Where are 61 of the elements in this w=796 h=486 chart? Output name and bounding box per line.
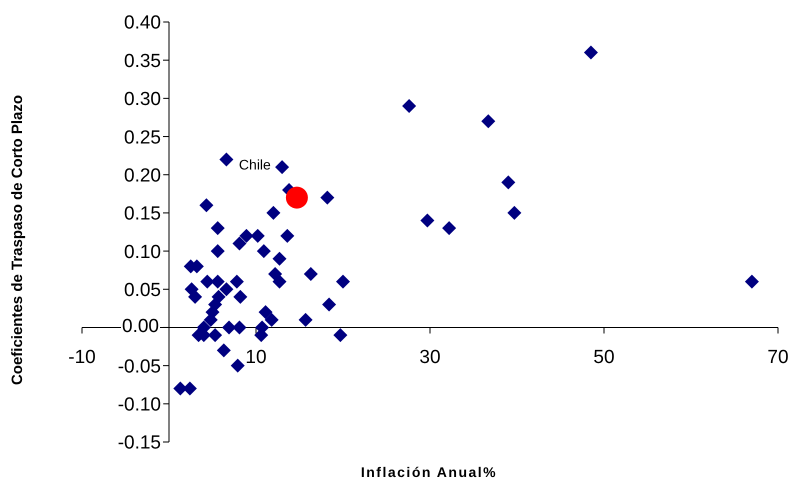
y-tick-label: 0.20 xyxy=(124,165,161,186)
point xyxy=(250,228,265,243)
point xyxy=(501,175,516,190)
point xyxy=(216,343,231,358)
point xyxy=(208,328,222,342)
point xyxy=(280,228,294,243)
y-tick-label: 0.15 xyxy=(124,204,161,225)
annotation: Chile xyxy=(238,156,272,173)
y-tick-label: -0.15 xyxy=(118,432,161,454)
point xyxy=(336,274,350,289)
point xyxy=(286,186,308,209)
point xyxy=(230,358,245,373)
point xyxy=(304,267,318,281)
point xyxy=(266,206,280,220)
point xyxy=(420,214,434,228)
x-tick-label: -10 xyxy=(68,346,96,368)
point xyxy=(333,328,348,342)
point xyxy=(322,298,336,312)
y-tick-label: 0.25 xyxy=(124,127,161,148)
y-axis-title: Coeficientes de Traspaso de Corto Plazo xyxy=(8,94,27,388)
x-tick-label: 50 xyxy=(593,346,615,368)
point xyxy=(230,274,244,289)
y-tick-label: 0.00 xyxy=(121,316,160,338)
point xyxy=(584,46,598,60)
y-tick-label: 0.10 xyxy=(124,242,161,263)
point xyxy=(222,320,236,334)
point xyxy=(264,312,279,327)
point xyxy=(232,236,246,250)
x-tick-label: 70 xyxy=(767,346,789,368)
point xyxy=(199,198,214,212)
point xyxy=(298,312,313,327)
point xyxy=(232,320,246,334)
point xyxy=(272,252,286,266)
point xyxy=(219,282,234,296)
y-tick-label: 0.35 xyxy=(124,50,161,72)
point xyxy=(239,228,254,243)
point xyxy=(210,274,225,289)
x-axis-title: Inflación Anual% xyxy=(360,464,498,480)
point xyxy=(442,221,456,236)
point xyxy=(481,114,496,128)
x-tick-label: 10 xyxy=(245,346,267,368)
point xyxy=(233,290,248,304)
point xyxy=(219,152,234,166)
point xyxy=(744,274,759,289)
y-tick-label: -0.10 xyxy=(118,394,161,416)
point xyxy=(200,274,214,289)
y-tick-label: 0.05 xyxy=(124,280,161,302)
point xyxy=(258,305,273,320)
point xyxy=(275,160,290,174)
point xyxy=(507,206,522,220)
point xyxy=(402,99,416,113)
point xyxy=(210,221,225,236)
point xyxy=(188,290,202,304)
point xyxy=(320,190,334,205)
point xyxy=(210,244,225,258)
point xyxy=(256,244,271,258)
x-tick-label: 30 xyxy=(419,346,441,368)
y-tick-label: 0.30 xyxy=(124,89,161,110)
y-tick-label: -0.05 xyxy=(118,356,161,378)
y-tick-label: 0.40 xyxy=(124,12,161,34)
point xyxy=(272,274,286,289)
